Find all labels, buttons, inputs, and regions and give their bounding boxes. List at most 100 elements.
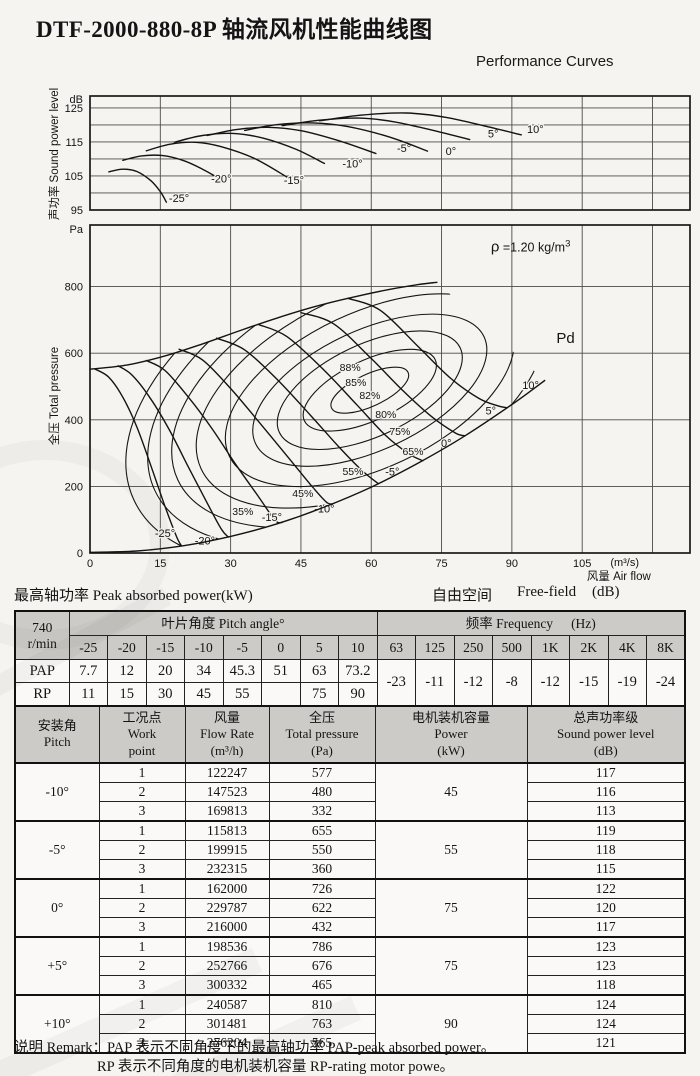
sound-power-level-cell: 118 — [526, 839, 686, 860]
pap-value: 45.3 — [222, 659, 262, 683]
efficiency-label: 45% — [292, 488, 313, 500]
pitch-curve--10° — [178, 348, 335, 505]
freq-correction-value: -24 — [646, 659, 686, 707]
work-point-cell: 1 — [98, 819, 186, 841]
pap-value: 20 — [145, 659, 185, 683]
y-unit-label: Pa — [70, 224, 84, 236]
sound-curve-label: 10° — [527, 124, 544, 136]
flow-rate-cell: 198536 — [184, 935, 270, 957]
sound-power-level-cell: 116 — [526, 781, 686, 802]
work-point-cell: 3 — [98, 974, 186, 996]
sound-power-level-cell: 117 — [526, 916, 686, 938]
sound-power-level-cell: 118 — [526, 974, 686, 996]
sound-curve-0° — [244, 122, 429, 152]
sound-curve--10° — [173, 132, 326, 165]
frequency-col: 125 — [415, 635, 455, 660]
operating-points-table: 安装角 Pitch 工况点 Work point 风量 Flow Rate (m³/… — [14, 705, 686, 1054]
pd-label: Pd — [556, 330, 574, 347]
efficiency-label: 55% — [342, 466, 363, 478]
page-title: DTF-2000-880-8P 轴流风机性能曲线图 — [36, 17, 433, 42]
remark-line-1: 说明 Remark：PAP 表示不同角度下的最高轴功率 PAP-peak abs… — [14, 1040, 496, 1056]
pap-value: 12 — [107, 659, 147, 683]
pitch-curve-label: 5° — [486, 405, 497, 417]
rp-value: 11 — [68, 682, 108, 707]
total-pressure-cell: 763 — [268, 1013, 376, 1034]
free-field-caption-zh: 自由空间 — [432, 588, 493, 604]
x-tick-label: 75 — [435, 558, 447, 570]
frequency-header-text: 频率 Frequency — [465, 615, 554, 631]
sound-axis-title: 声功率 Sound power level — [47, 88, 61, 220]
work-point-cell: 2 — [98, 1013, 186, 1034]
sound-curve-10° — [319, 112, 522, 136]
sound-power-chart: -25° -20° -15° -10° -5° 0° 5° 10° 125 115 105 95 dB 声… — [47, 88, 691, 220]
pitch-angle-col: 10 — [338, 635, 378, 660]
flow-rate-cell: 232315 — [184, 858, 270, 880]
rpm-cell: 740 r/min — [14, 610, 70, 660]
work-point-cell: 3 — [98, 800, 186, 822]
total-pressure-cell: 655 — [268, 819, 376, 841]
freq-correction-value: -12 — [453, 659, 493, 707]
x-axis-title: 风量 Air flow — [587, 570, 652, 583]
pitch-angle-col: -20 — [107, 635, 147, 660]
pitch-angle-header: 叶片角度 Pitch angle° — [68, 610, 378, 636]
frequency-col: 1K — [530, 635, 570, 660]
dynamic-pressure-curve — [89, 379, 546, 553]
total-pressure-cell: 332 — [268, 800, 376, 822]
frequency-unit-text: (Hz) — [571, 615, 596, 631]
pitch-curve-label: 10° — [522, 380, 539, 392]
sound-power-level-cell: 113 — [526, 800, 686, 822]
between-charts-captions: 最高轴功率 Peak absorbed power(kW) 自由空间 Free-… — [0, 584, 700, 604]
total-pressure-cell: 622 — [268, 897, 376, 918]
total-pressure-cell: 565 — [268, 1032, 376, 1054]
pitch-curve-label: -25° — [155, 528, 175, 540]
flow-rate-cell: 199915 — [184, 839, 270, 860]
frequency-header: 频率 Frequency (Hz) — [376, 610, 686, 636]
efficiency-contour-85% — [302, 348, 438, 432]
y-tick-label: 200 — [65, 481, 83, 493]
work-point-cell: 1 — [98, 761, 186, 783]
pitch-curve--20° — [117, 365, 229, 538]
x-tick-label: 30 — [225, 558, 237, 570]
pap-value: 51 — [261, 659, 301, 683]
pap-value: 73.2 — [338, 659, 378, 683]
rp-value: 45 — [184, 682, 224, 707]
frequency-col: 63 — [376, 635, 416, 660]
power-cell: 90 — [374, 993, 528, 1054]
header-col-5: 总声功率级 Sound power level (dB) — [526, 705, 686, 764]
frequency-col: 2K — [569, 635, 609, 660]
flow-rate-cell: 162000 — [184, 877, 270, 899]
rp-row-label: RP — [14, 682, 70, 707]
y-unit-label: dB — [70, 94, 83, 106]
sound-curve--5° — [206, 126, 377, 155]
sound-power-level-cell: 123 — [526, 955, 686, 976]
freq-correction-value: -19 — [607, 659, 647, 707]
pap-value: 34 — [184, 659, 224, 683]
flow-rate-cell: 229787 — [184, 897, 270, 918]
peak-absorbed-power-caption: 最高轴功率 Peak absorbed power(kW) — [14, 588, 253, 604]
work-point-cell: 1 — [98, 935, 186, 957]
y-tick-label: 115 — [65, 137, 83, 149]
y-tick-label: 0 — [77, 548, 83, 560]
pitch-angle-col: -25 — [68, 635, 108, 660]
total-pressure-cell: 577 — [268, 761, 376, 783]
sound-curve-5° — [281, 117, 471, 141]
pap-row-label: PAP — [14, 659, 70, 683]
sound-curve--20° — [122, 154, 220, 180]
pitch-cell: 0° — [14, 877, 100, 938]
total-pressure-cell: 480 — [268, 781, 376, 802]
pitch-cell: -10° — [14, 761, 100, 822]
efficiency-label: 88% — [340, 362, 361, 374]
total-pressure-cell: 786 — [268, 935, 376, 957]
x-unit-label: (m³/s) — [610, 557, 639, 569]
total-pressure-cell: 360 — [268, 858, 376, 880]
power-cell: 75 — [374, 877, 528, 938]
total-pressure-cell: 676 — [268, 955, 376, 976]
sound-curve-label: -20° — [211, 173, 231, 185]
flow-rate-cell: 240587 — [184, 993, 270, 1015]
y-tick-label: 95 — [71, 205, 83, 217]
header-col-0: 安装角 Pitch — [14, 705, 100, 764]
total-pressure-cell: 465 — [268, 974, 376, 996]
density-note: ρ =1.20 kg/m3 — [491, 239, 571, 256]
sound-power-level-cell: 124 — [526, 993, 686, 1015]
